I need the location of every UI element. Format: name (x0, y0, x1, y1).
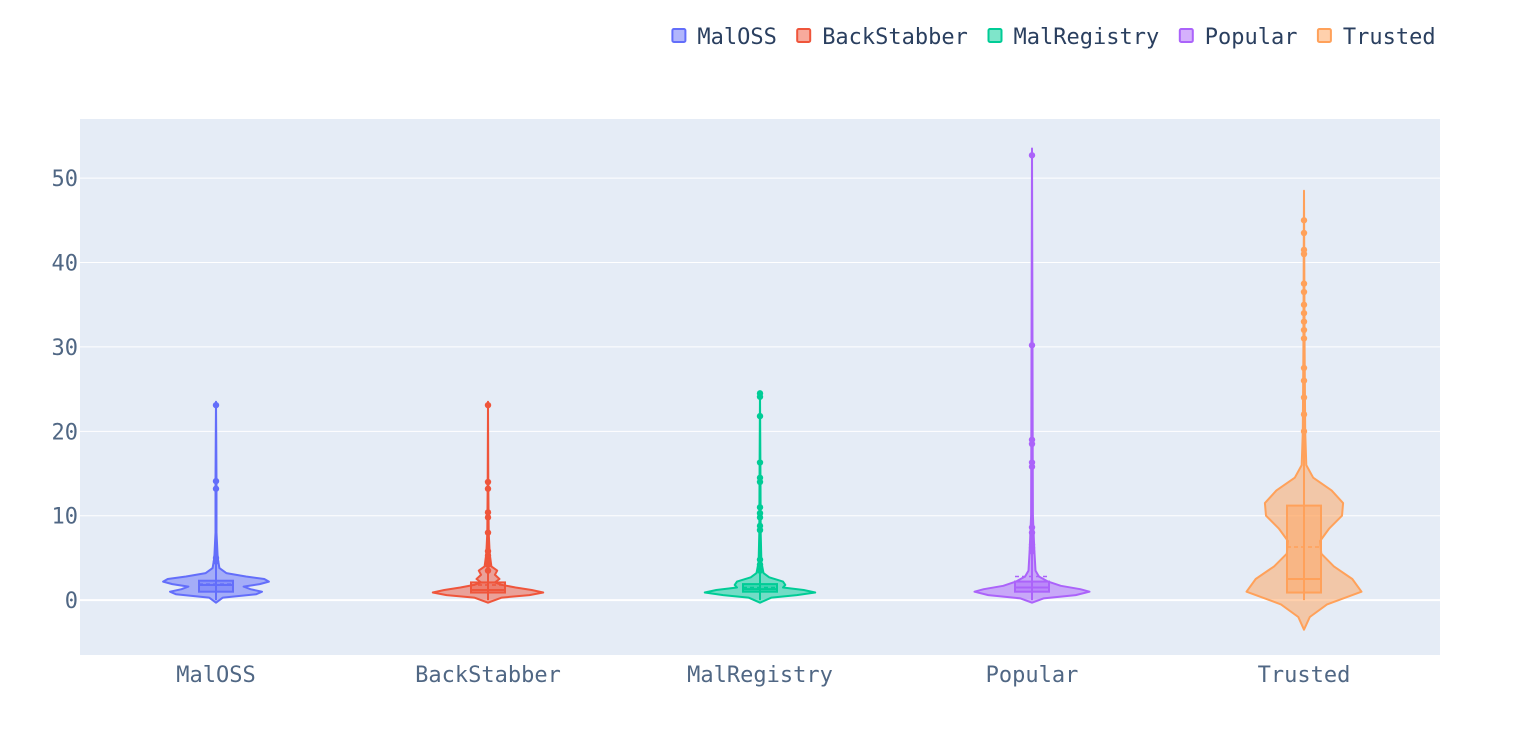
y-tick-label: 10 (52, 505, 79, 530)
outlier-point[interactable] (756, 567, 764, 574)
x-tick-label: MalOSS (176, 663, 255, 688)
y-tick-label: 50 (52, 167, 79, 192)
outlier-point[interactable] (1300, 364, 1308, 372)
box (470, 581, 506, 594)
legend-item-backstabber[interactable]: BackStabber (796, 25, 968, 50)
violin-group (162, 147, 1363, 631)
outlier-point[interactable] (756, 459, 764, 466)
outlier-point[interactable] (484, 529, 492, 536)
x-tick-label: BackStabber (415, 663, 561, 688)
outlier-point[interactable] (756, 509, 764, 517)
outlier-point[interactable] (484, 514, 492, 521)
legend-swatch (1316, 28, 1332, 43)
outlier-point[interactable] (756, 561, 764, 568)
violin-malregistry[interactable] (703, 390, 817, 604)
outlier-point[interactable] (1300, 309, 1308, 317)
outlier-point[interactable] (1300, 394, 1308, 401)
outlier-point[interactable] (756, 474, 764, 481)
outlier-point[interactable] (1300, 411, 1308, 418)
outlier-point[interactable] (484, 509, 492, 516)
legend-label: MalOSS (697, 25, 776, 50)
x-tick-label: MalRegistry (687, 663, 833, 688)
violin-backstabber[interactable] (431, 400, 545, 604)
box (198, 579, 234, 593)
outlier-point[interactable] (1028, 342, 1036, 349)
outlier-point[interactable] (1300, 335, 1308, 342)
outlier-point[interactable] (1300, 428, 1308, 435)
outlier-point[interactable] (484, 485, 492, 492)
x-tick-label: Popular (986, 663, 1079, 688)
outlier-point[interactable] (1028, 541, 1036, 548)
y-tick-label: 20 (52, 420, 79, 445)
outlier-point[interactable] (1300, 229, 1308, 237)
outlier-point[interactable] (1028, 524, 1036, 531)
outlier-point[interactable] (1300, 217, 1308, 224)
legend[interactable]: MalOSS BackStabber MalRegistry Popular Trust… (671, 25, 1436, 50)
legend-swatch (1178, 28, 1194, 43)
legend-label: BackStabber (822, 25, 968, 50)
outlier-point[interactable] (1300, 246, 1308, 254)
legend-item-popular[interactable]: Popular (1178, 25, 1298, 50)
outlier-point[interactable] (1300, 301, 1308, 308)
outlier-point[interactable] (484, 561, 492, 568)
y-tick-label: 0 (65, 589, 78, 614)
outlier-point[interactable] (1028, 436, 1036, 443)
legend-label: Popular (1205, 25, 1298, 50)
violin-trusted[interactable] (1245, 189, 1363, 631)
outlier-point[interactable] (756, 522, 764, 530)
violin-maloss[interactable] (162, 400, 270, 604)
outlier-point[interactable] (756, 412, 764, 420)
outlier-point[interactable] (484, 478, 492, 486)
outlier-point[interactable] (1028, 152, 1036, 159)
legend-item-malregistry[interactable]: MalRegistry (987, 25, 1160, 50)
y-axis: 0 10 20 30 40 50 (52, 167, 79, 614)
outlier-point[interactable] (484, 547, 492, 555)
outlier-point[interactable] (212, 485, 220, 492)
outlier-point[interactable] (756, 556, 764, 563)
outlier-point[interactable] (484, 401, 492, 409)
outlier-point[interactable] (1300, 318, 1308, 325)
legend-item-trusted[interactable]: Trusted (1316, 25, 1436, 50)
x-axis: MalOSS BackStabber MalRegistry Popular Trust… (176, 663, 1350, 688)
outlier-point[interactable] (212, 554, 220, 562)
outlier-point[interactable] (756, 504, 764, 511)
outlier-point[interactable] (1300, 377, 1308, 384)
legend-swatch (671, 28, 687, 43)
legend-label: Trusted (1343, 25, 1436, 50)
outlier-point[interactable] (1028, 459, 1036, 466)
outlier-point[interactable] (756, 390, 764, 397)
y-tick-label: 30 (52, 336, 79, 361)
outlier-point[interactable] (1300, 280, 1308, 287)
outlier-point[interactable] (484, 567, 492, 574)
outlier-point[interactable] (212, 477, 220, 485)
outlier-point[interactable] (1028, 529, 1036, 536)
outlier-point[interactable] (1300, 326, 1308, 334)
outlier-point[interactable] (212, 401, 220, 409)
outlier-point[interactable] (1300, 288, 1308, 296)
legend-swatch (796, 28, 812, 43)
legend-label: MalRegistry (1014, 25, 1160, 50)
violin-popular[interactable] (973, 147, 1091, 604)
x-tick-label: Trusted (1258, 663, 1351, 688)
legend-swatch (987, 28, 1003, 43)
legend-item-maloss[interactable]: MalOSS (671, 25, 777, 50)
y-tick-label: 40 (52, 251, 79, 276)
